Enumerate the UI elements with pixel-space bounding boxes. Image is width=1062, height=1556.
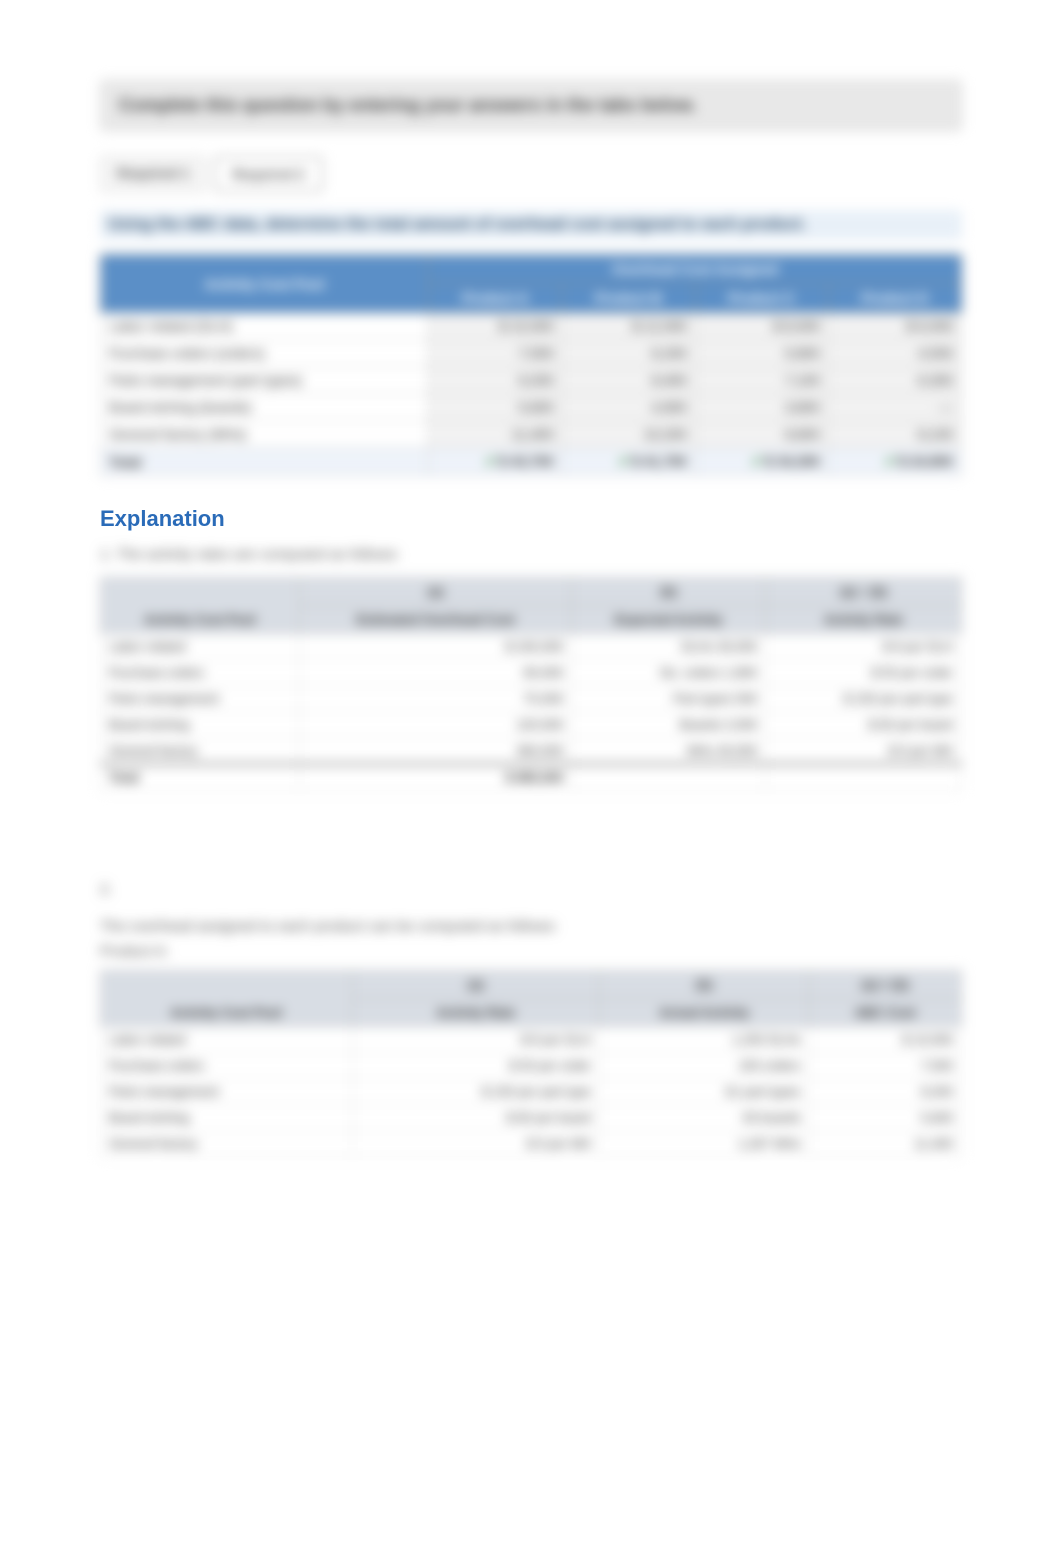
col-b-top: (b)	[600, 971, 810, 999]
table-row-total: Total ✔$ 43,700 ✔$ 41,700 ✔$ 34,300 ✔$ 2…	[101, 448, 962, 476]
overhead-table: Activity Cost Pool Overhead Cost Assigne…	[100, 254, 962, 476]
explanation-heading: Explanation	[100, 506, 962, 532]
table-row: Parts management75,000Part types 500$ 15…	[101, 686, 962, 712]
table-row-total: Total$ 885,000	[101, 764, 962, 791]
table-row: General factory (MHs) 11,400 10,200 9,60…	[101, 421, 962, 448]
table-row: Board etching$ 60 per board93 boards5,60…	[101, 1105, 962, 1131]
tab-required-1[interactable]: Required 1	[100, 156, 206, 192]
check-icon: ✔	[618, 453, 630, 470]
col-b-bot: Actual Activity	[600, 999, 810, 1027]
col-d: Product D	[828, 284, 961, 313]
question-text: Using the ABC data, determine the total …	[100, 210, 962, 240]
table-row: Purchase orders$ 50 per order150 orders7…	[101, 1053, 962, 1079]
activity-rate-table: Activity Cost Pool (a) (b) (a) ÷ (b) Est…	[100, 577, 962, 791]
col-rate-bot: Activity Rate	[766, 606, 962, 634]
col-b-top: (b)	[572, 578, 766, 606]
table-row: Parts management (part types) 9,200 8,40…	[101, 367, 962, 394]
col-c-top: (a) × (b)	[809, 971, 961, 999]
col-b: Product B	[562, 284, 695, 313]
col-a: Product A	[429, 284, 562, 313]
tab-required-2[interactable]: Required 2	[214, 156, 322, 192]
explanation-step-2b: The overhead assigned to each product ca…	[100, 918, 962, 935]
check-icon: ✔	[885, 453, 897, 470]
table-row: General factory360,000MHs 40,000$ 9 per …	[101, 738, 962, 765]
table-row: Labor related$ 8 per DLH1,250 DLHs$ 10,0…	[101, 1027, 962, 1053]
col-pool: Activity Cost Pool	[101, 578, 300, 634]
product-a-table: Activity Cost Pool (a) (b) (a) × (b) Act…	[100, 970, 962, 1157]
col-activity: Activity Cost Pool	[101, 255, 429, 313]
table-row: Purchase orders90,000No. orders 1,800$ 5…	[101, 660, 962, 686]
col-a-top: (a)	[352, 971, 599, 999]
tabs: Required 1 Required 2	[100, 156, 962, 192]
col-rate-top: (a) ÷ (b)	[766, 578, 962, 606]
table-row: Labor related (DLH) $ 10,000 $ 12,000 $ …	[101, 313, 962, 340]
col-a-bot: Estimated Overhead Cost	[300, 606, 572, 634]
table-row: Purchase orders (orders) 7,500 6,200 5,8…	[101, 340, 962, 367]
col-c-bot: ABC Cost	[809, 999, 961, 1027]
explanation-step-2a: 2.	[100, 881, 962, 898]
col-c: Product C	[695, 284, 828, 313]
col-a-bot: Activity Rate	[352, 999, 599, 1027]
check-icon: ✔	[752, 453, 764, 470]
col-pool: Activity Cost Pool	[101, 971, 353, 1027]
col-b-bot: Expected Activity	[572, 606, 766, 634]
table-row: Board etching120,000Boards 2,000$ 60 per…	[101, 712, 962, 738]
table-row: General factory$ 9 per MH1,267 MHs11,400	[101, 1131, 962, 1157]
table-row: Board etching (boards) 5,600 4,900 3,800…	[101, 394, 962, 421]
check-icon: ✔	[485, 453, 497, 470]
col-super: Overhead Cost Assigned	[429, 255, 962, 284]
table-row: Parts management$ 150 per part type61 pa…	[101, 1079, 962, 1105]
instruction-bar: Complete this question by entering your …	[100, 80, 962, 131]
explanation-step-1: 1. The activity rates are computed as fo…	[100, 546, 962, 563]
col-a-top: (a)	[300, 578, 572, 606]
product-a-label: Product A:	[100, 943, 962, 960]
table-row: Labor related$ 240,000DLHs 30,000$ 8 per…	[101, 634, 962, 660]
